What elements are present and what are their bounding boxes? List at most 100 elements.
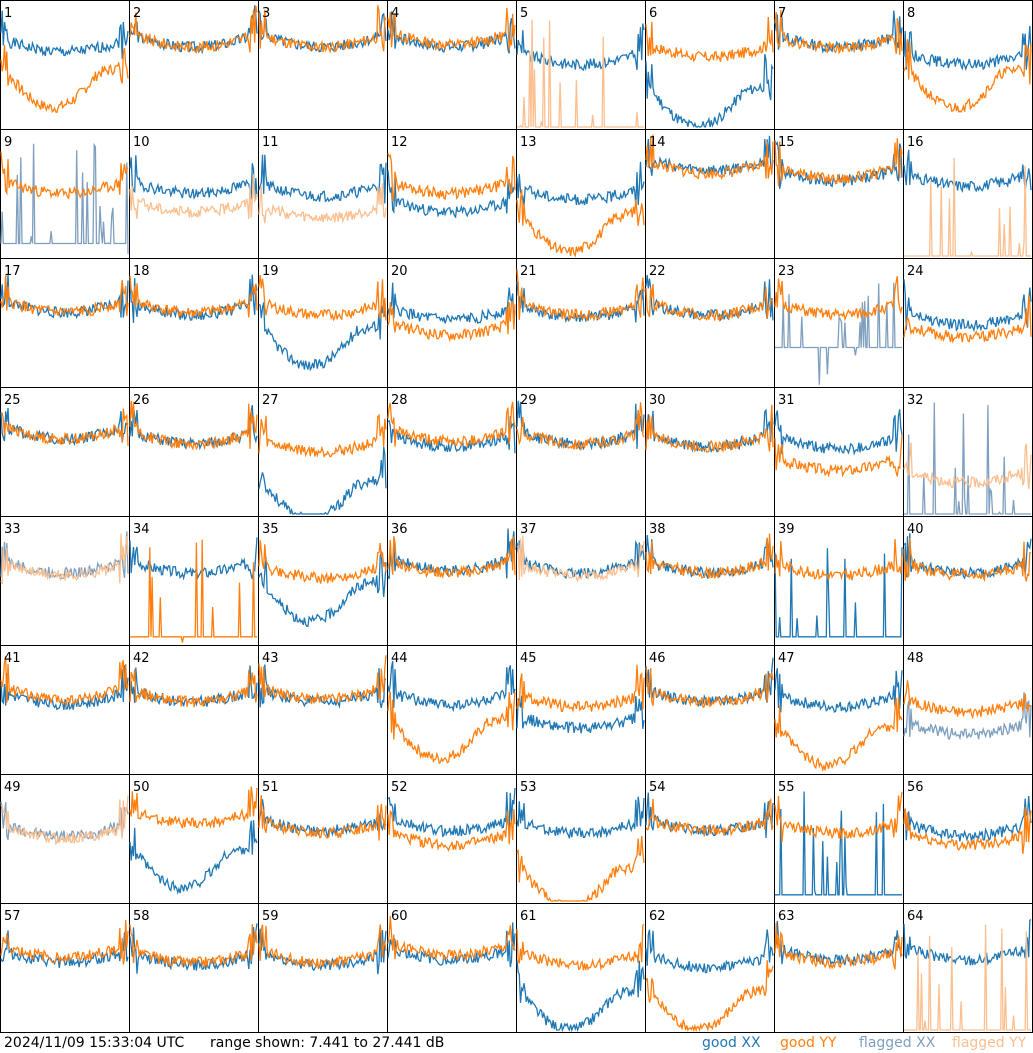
panel-frame <box>516 516 646 646</box>
panel-label-38: 38 <box>649 522 666 537</box>
panel-frame <box>645 516 775 646</box>
panel-52: 52 <box>387 774 517 904</box>
panel-36: 36 <box>387 516 517 646</box>
series-xx-19 <box>258 299 387 372</box>
panel-label-30: 30 <box>649 393 666 408</box>
panel-55: 55 <box>774 774 904 904</box>
range-label: range shown: 7.441 to 27.441 dB <box>210 1035 445 1051</box>
panel-label-54: 54 <box>649 780 666 795</box>
panel-57: 57 <box>0 903 130 1033</box>
series-xx-24 <box>903 279 1032 333</box>
panel-label-47: 47 <box>778 651 795 666</box>
panel-8: 8 <box>903 0 1033 130</box>
series-xx-55 <box>775 791 902 896</box>
panel-54: 54 <box>645 774 775 904</box>
panel-frame <box>129 258 259 388</box>
series-yy-60 <box>387 915 516 962</box>
panel-frame <box>645 129 775 259</box>
panel-5: 5 <box>516 0 646 130</box>
panel-29: 29 <box>516 387 646 517</box>
series-yy-33 <box>0 533 129 585</box>
panel-label-25: 25 <box>4 393 21 408</box>
panel-3: 3 <box>258 0 388 130</box>
panel-label-1: 1 <box>4 6 12 21</box>
panel-label-42: 42 <box>133 651 150 666</box>
panel-47: 47 <box>774 645 904 775</box>
panel-40: 40 <box>903 516 1033 646</box>
panel-64: 64 <box>903 903 1033 1033</box>
panel-53: 53 <box>516 774 646 904</box>
timestamp: 2024/11/09 15:33:04 UTC <box>4 1035 185 1051</box>
panel-label-23: 23 <box>778 264 795 279</box>
panel-label-31: 31 <box>778 393 795 408</box>
series-yy-44 <box>387 691 516 765</box>
series-xx-16 <box>903 149 1032 193</box>
series-xx-56 <box>903 796 1032 842</box>
series-yy-1 <box>0 44 129 114</box>
panel-label-4: 4 <box>391 6 399 21</box>
panel-frame <box>645 0 775 130</box>
panel-41: 41 <box>0 645 130 775</box>
series-xx-35 <box>258 551 387 628</box>
panel-label-43: 43 <box>262 651 279 666</box>
panel-15: 15 <box>774 129 904 259</box>
panel-12: 12 <box>387 129 517 259</box>
panel-51: 51 <box>258 774 388 904</box>
panel-label-56: 56 <box>907 780 924 795</box>
series-yy-35 <box>258 540 387 584</box>
series-yy-21 <box>516 269 645 323</box>
panel-label-18: 18 <box>133 264 150 279</box>
series-xx-62 <box>645 929 774 974</box>
legend-good-yy: good YY <box>780 1035 837 1051</box>
panel-61: 61 <box>516 903 646 1033</box>
panel-label-24: 24 <box>907 264 924 279</box>
panel-frame <box>258 0 388 130</box>
panel-label-8: 8 <box>907 6 915 21</box>
panel-label-5: 5 <box>520 6 528 21</box>
panel-50: 50 <box>129 774 259 904</box>
panel-4: 4 <box>387 0 517 130</box>
panel-label-53: 53 <box>520 780 537 795</box>
panel-label-21: 21 <box>520 264 537 279</box>
panel-frame <box>129 387 259 517</box>
panel-label-34: 34 <box>133 522 150 537</box>
panel-frame <box>387 258 517 388</box>
series-xx-53 <box>516 796 645 840</box>
panel-19: 19 <box>258 258 388 388</box>
panel-10: 10 <box>129 129 259 259</box>
panel-frame <box>645 387 775 517</box>
series-yy-38 <box>645 533 774 579</box>
series-yy-4 <box>387 8 516 52</box>
panel-28: 28 <box>387 387 517 517</box>
series-xx-5 <box>516 23 645 72</box>
series-yy-57 <box>0 919 129 965</box>
panel-label-14: 14 <box>649 135 666 150</box>
series-yy-49 <box>0 795 129 846</box>
panel-48: 48 <box>903 645 1033 775</box>
panel-17: 17 <box>0 258 130 388</box>
series-yy-46 <box>645 667 774 709</box>
panel-label-48: 48 <box>907 651 924 666</box>
series-yy-15 <box>774 138 903 187</box>
panel-frame <box>387 903 517 1033</box>
panel-label-51: 51 <box>262 780 279 795</box>
series-yy-3 <box>258 5 387 54</box>
panel-frame <box>0 516 130 646</box>
panel-13: 13 <box>516 129 646 259</box>
panel-22: 22 <box>645 258 775 388</box>
series-yy-52 <box>387 809 516 852</box>
panel-27: 27 <box>258 387 388 517</box>
series-xx-6 <box>645 53 774 128</box>
panel-label-6: 6 <box>649 6 657 21</box>
series-yy-24 <box>903 295 1032 344</box>
panel-2: 2 <box>129 0 259 130</box>
panel-label-40: 40 <box>907 522 924 537</box>
series-xx-23 <box>775 282 902 385</box>
series-yy-20 <box>387 301 516 343</box>
panel-43: 43 <box>258 645 388 775</box>
panel-62: 62 <box>645 903 775 1033</box>
series-xx-63 <box>774 920 903 967</box>
series-yy-63 <box>774 922 903 970</box>
series-yy-26 <box>129 400 258 451</box>
